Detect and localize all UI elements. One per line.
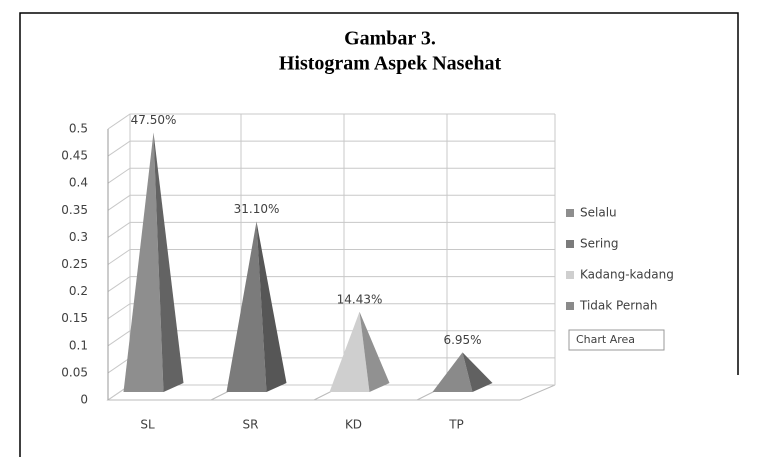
y-tick-label: 0.1 [69, 338, 88, 352]
pyramid-side [153, 132, 184, 393]
y-tick-label: 0.35 [61, 203, 88, 217]
x-tick-label: KD [345, 418, 362, 432]
legend-label: Tidak Pernah [579, 299, 658, 313]
pyramid-side [256, 221, 287, 392]
grid-line [107, 140, 555, 157]
grid-line [107, 276, 555, 293]
chart-subtitle: Histogram Aspek Nasehat [279, 53, 502, 75]
frame [19, 12, 739, 457]
y-tick-label: 0.45 [61, 149, 88, 163]
y-tick-label: 0.4 [69, 176, 88, 190]
chart-title: Gambar 3. [344, 28, 436, 50]
x-tick-label: SR [243, 418, 259, 432]
tooltip-box [568, 329, 665, 351]
legend-label: Sering [580, 237, 619, 251]
y-tick-label: 0.15 [61, 311, 88, 325]
grid-line [107, 167, 555, 184]
y-tick-label: 0.05 [61, 365, 88, 379]
y-tick-label: 0.5 [69, 122, 88, 136]
legend-marker [566, 302, 574, 310]
y-tick-label: 0 [80, 393, 88, 407]
value-label: 14.43% [337, 292, 383, 306]
grid-line [107, 194, 555, 211]
legend-marker [566, 240, 574, 248]
x-tick-label: TP [448, 418, 464, 432]
x-tick-label: SL [140, 418, 155, 432]
value-label: 47.50% [131, 113, 177, 127]
y-tick-label: 0.3 [69, 230, 88, 244]
pyramid-front [226, 221, 267, 392]
pyramid-front [432, 352, 473, 392]
legend-marker [566, 209, 574, 217]
grid-line [107, 249, 555, 265]
legend-marker [566, 271, 574, 279]
tooltip: Chart Area [576, 333, 635, 346]
legend-label: Kadang-kadang [580, 268, 674, 282]
pyramid-front [123, 132, 164, 393]
pyramid-side [462, 352, 493, 392]
pyramid-side [359, 311, 390, 392]
grid-line [107, 221, 555, 238]
y-tick-label: 0.2 [69, 284, 88, 298]
y-tick-label: 0.25 [61, 257, 88, 271]
pyramid-front [329, 311, 370, 392]
value-label: 31.10% [234, 202, 280, 216]
legend-label: Selalu [580, 206, 617, 220]
value-label: 6.95% [443, 333, 481, 347]
